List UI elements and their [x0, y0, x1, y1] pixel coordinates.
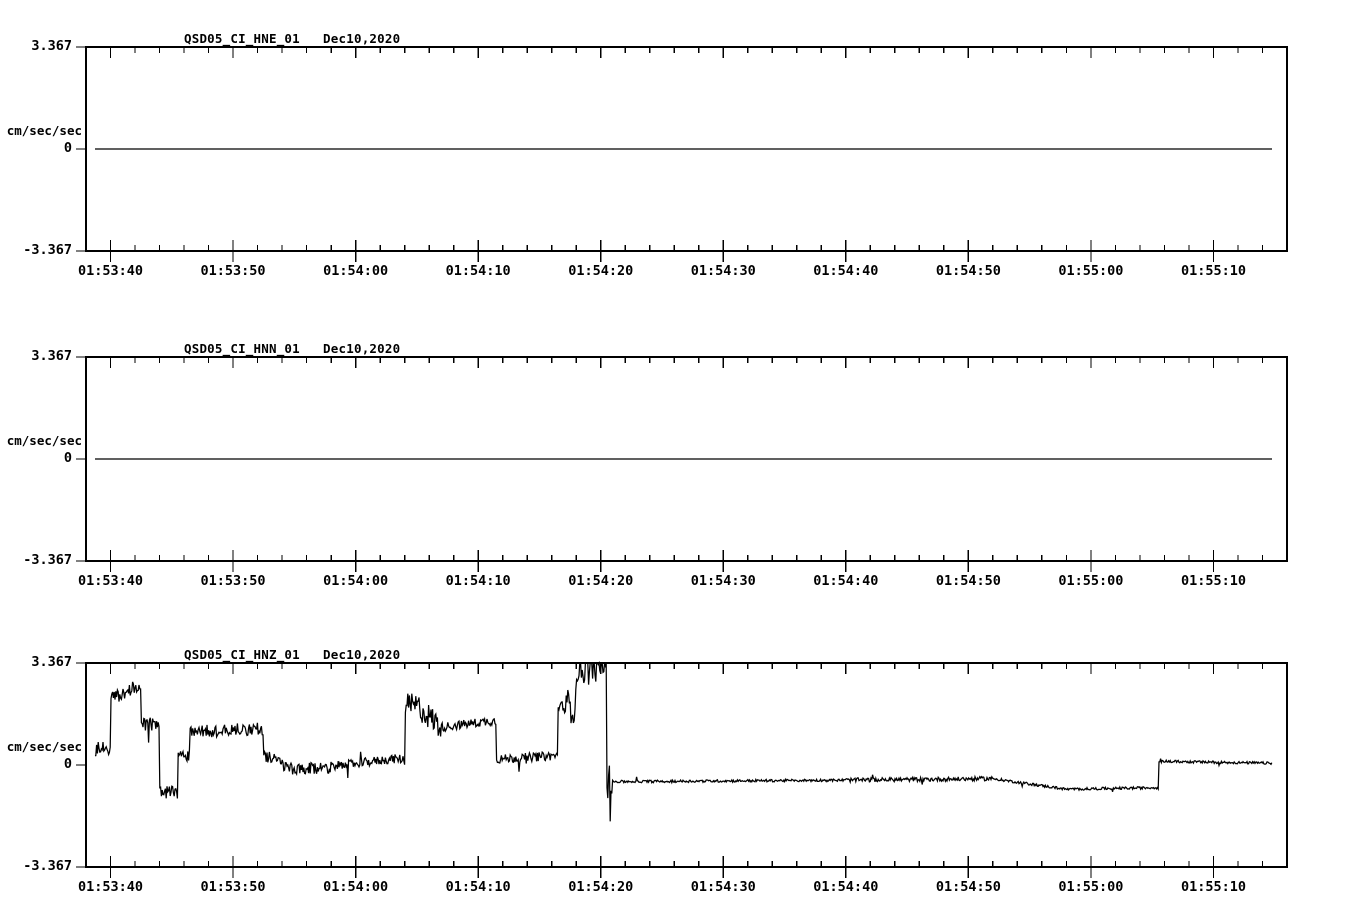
x-tick-label: 01:54:10 — [445, 879, 511, 895]
y-tick-label-max-hnz: 3.367 — [31, 654, 72, 670]
x-tick-label: 01:53:40 — [77, 263, 144, 279]
y-tick-label-min-hne: -3.367 — [23, 242, 72, 258]
x-tick-label: 01:54:20 — [568, 263, 634, 279]
y-tick-label-zero-hnn: 0 — [63, 450, 72, 466]
x-tick-label: 01:54:50 — [935, 263, 1001, 279]
x-tick-label: 01:54:10 — [445, 263, 511, 279]
x-tick-label: 01:53:50 — [200, 879, 266, 895]
panel-title-hnn: QSD05_CI_HNN_01 Dec10,2020 — [184, 341, 401, 356]
x-tick-label: 01:53:50 — [200, 263, 266, 279]
x-tick-label: 01:54:40 — [813, 263, 879, 279]
x-tick-label: 01:54:50 — [935, 879, 1001, 895]
y-tick-label-max-hnn: 3.367 — [31, 348, 72, 364]
x-tick-label: 01:54:40 — [813, 879, 879, 895]
y-tick-label-max-hne: 3.367 — [31, 38, 72, 54]
x-tick-label: 01:53:40 — [77, 573, 144, 589]
plot-frame — [85, 662, 1288, 868]
x-tick-label: 01:54:30 — [690, 879, 756, 895]
x-tick-label: 01:54:00 — [323, 573, 389, 589]
x-tick-label: 01:55:00 — [1058, 263, 1124, 279]
panel-title-hnz: QSD05_CI_HNZ_01 Dec10,2020 — [184, 647, 401, 662]
plot-area-hnz — [76, 660, 1288, 878]
x-tick-label: 01:55:10 — [1180, 879, 1246, 895]
x-tick-label: 01:54:10 — [445, 573, 511, 589]
plot-area-hnn — [76, 356, 1288, 572]
x-tick-label: 01:54:00 — [323, 879, 389, 895]
y-tick-label-zero-hnz: 0 — [63, 756, 72, 772]
x-tick-label: 01:54:30 — [690, 263, 756, 279]
x-tick-label: 01:54:20 — [568, 573, 634, 589]
plot-area-hne — [76, 46, 1288, 262]
x-tick-label: 01:55:00 — [1058, 879, 1124, 895]
x-tick-label: 01:54:20 — [568, 879, 634, 895]
y-tick-label-min-hnz: -3.367 — [23, 858, 72, 874]
x-tick-label: 01:54:00 — [323, 263, 389, 279]
y-axis-unit-label-hnz: cm/sec/sec — [6, 739, 82, 754]
x-tick-label: 01:54:30 — [690, 573, 756, 589]
waveform-trace-hnz — [94, 660, 1273, 822]
panel-title-hne: QSD05_CI_HNE_01 Dec10,2020 — [184, 31, 401, 46]
x-tick-label: 01:53:40 — [77, 879, 144, 895]
x-tick-label: 01:55:00 — [1058, 573, 1124, 589]
y-axis-unit-label-hnn: cm/sec/sec — [6, 433, 82, 448]
y-tick-label-zero-hne: 0 — [63, 140, 72, 156]
y-tick-label-min-hnn: -3.367 — [23, 552, 72, 568]
x-tick-label: 01:55:10 — [1180, 263, 1246, 279]
x-tick-label: 01:54:50 — [935, 573, 1001, 589]
x-tick-label: 01:54:40 — [813, 573, 879, 589]
x-tick-label: 01:55:10 — [1180, 573, 1246, 589]
x-tick-label: 01:53:50 — [200, 573, 266, 589]
y-axis-unit-label-hne: cm/sec/sec — [6, 123, 82, 138]
